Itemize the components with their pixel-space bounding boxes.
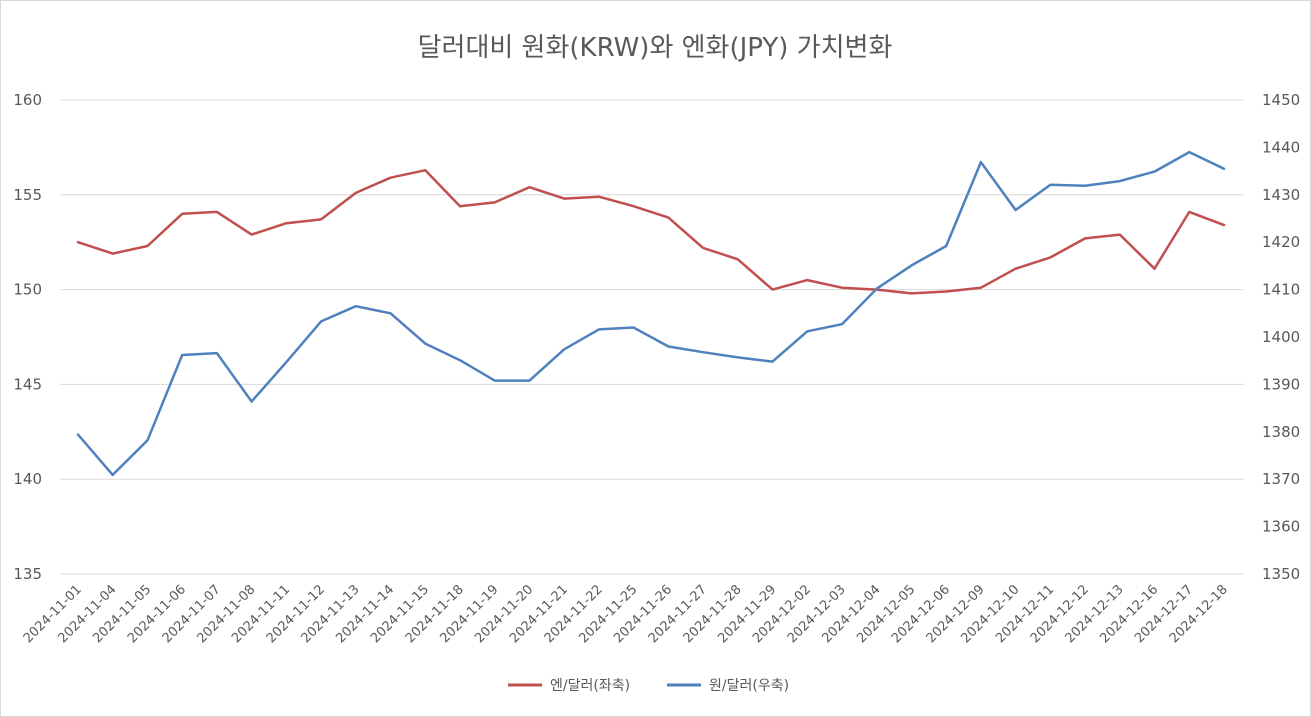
right-y-tick-label: 1370: [1262, 470, 1300, 488]
left-y-tick-label: 155: [13, 186, 42, 204]
left-y-tick-label: 135: [13, 565, 42, 583]
right-y-tick-label: 1380: [1262, 423, 1300, 441]
left-y-tick-label: 145: [13, 375, 42, 393]
right-y-tick-label: 1440: [1262, 138, 1300, 156]
legend-label-yen: 엔/달러(좌축): [550, 678, 630, 694]
series-line-won: [76, 150, 1226, 477]
right-y-tick-label: 1450: [1262, 91, 1300, 109]
right-y-tick-label: 1390: [1262, 375, 1300, 393]
right-y-tick-label: 1420: [1262, 233, 1300, 251]
right-y-tick-label: 1430: [1262, 186, 1300, 204]
series-line-yen: [76, 168, 1226, 295]
legend: 엔/달러(좌축) 원/달러(우축): [508, 678, 789, 694]
right-y-tick-label: 1350: [1262, 565, 1300, 583]
right-y-tick-label: 1400: [1262, 328, 1300, 346]
right-y-axis: 1350 1360 1370 1380 1390 1400 1410 1420 1430 1440…: [1262, 91, 1300, 583]
left-y-tick-label: 160: [13, 91, 42, 109]
x-axis: 2024-11-012024-11-042024-11-052024-11-06…: [21, 582, 1231, 646]
left-y-tick-label: 150: [13, 281, 42, 299]
left-y-tick-label: 140: [13, 470, 42, 488]
gridlines: [60, 99, 1244, 575]
series-layer: [76, 150, 1226, 477]
legend-label-won: 원/달러(우축): [709, 678, 789, 694]
left-y-axis: 135 140 145 150 155 160: [13, 91, 42, 583]
right-y-tick-label: 1360: [1262, 518, 1300, 536]
right-y-tick-label: 1410: [1262, 281, 1300, 299]
chart-title: 달러대비 원화(KRW)와 엔화(JPY) 가치변화: [418, 33, 893, 63]
